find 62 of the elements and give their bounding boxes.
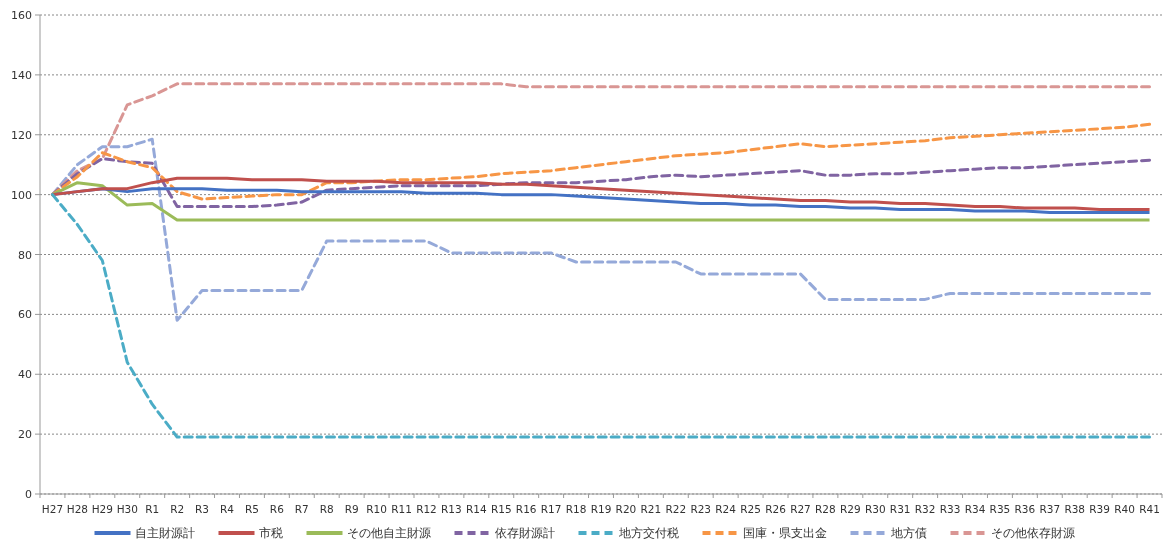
x-tick-label: R10 [366, 503, 387, 515]
x-tick-label: R8 [319, 503, 334, 515]
x-tick-label: R24 [715, 503, 737, 515]
y-tick-label: 160 [11, 9, 32, 22]
y-tick-label: 80 [18, 248, 32, 262]
x-tick-label: R33 [939, 503, 961, 515]
x-tick-label: H28 [66, 503, 89, 515]
x-tick-label: R26 [765, 503, 787, 515]
x-tick-label: R11 [391, 503, 412, 515]
x-tick-label: R4 [220, 503, 235, 515]
x-tick-label: R3 [195, 503, 210, 515]
x-tick-label: R9 [344, 503, 359, 515]
x-tick-label: R38 [1064, 503, 1086, 515]
y-tick-label: 0 [25, 488, 32, 501]
x-tick-label: R15 [490, 503, 512, 515]
x-tick-label: R14 [466, 503, 487, 515]
x-tick-label: H30 [116, 503, 138, 515]
x-tick-label: R21 [640, 503, 662, 515]
y-tick-label: 120 [11, 128, 32, 142]
x-tick-label: R22 [665, 503, 687, 515]
y-tick-label: 140 [11, 68, 32, 82]
x-tick-label: R36 [1014, 503, 1036, 515]
legend-label: 市税 [258, 526, 283, 540]
x-tick-label: R39 [1089, 503, 1110, 515]
y-tick-label: 100 [11, 188, 32, 202]
x-tick-label: R28 [815, 503, 836, 515]
x-tick-label: R37 [1039, 503, 1061, 515]
x-tick-label: R12 [416, 503, 437, 515]
x-tick-label: R34 [964, 503, 986, 515]
x-tick-label: R30 [864, 503, 886, 515]
x-tick-label: R5 [244, 503, 259, 515]
legend-label: 地方交付税 [617, 526, 679, 540]
x-tick-label: R19 [590, 503, 612, 515]
x-tick-label: R35 [989, 503, 1011, 515]
y-tick-label: 40 [18, 368, 32, 382]
x-tick-label: R41 [1139, 503, 1160, 515]
x-tick-label: R2 [170, 503, 185, 515]
x-tick-label: R32 [914, 503, 936, 515]
x-tick-label: R20 [615, 503, 637, 515]
x-tick-label: R13 [441, 503, 462, 515]
legend-label: 自主財源計 [134, 526, 195, 540]
x-tick-label: R40 [1114, 503, 1135, 515]
x-tick-label: R29 [840, 503, 861, 515]
y-tick-label: 60 [18, 308, 32, 322]
x-tick-label: R23 [690, 503, 712, 515]
x-tick-label: R25 [740, 503, 761, 515]
x-tick-label: R31 [889, 503, 911, 515]
x-tick-label: R7 [294, 503, 309, 515]
x-tick-label: R6 [269, 503, 285, 515]
x-tick-label: R1 [145, 503, 160, 515]
x-tick-label: R16 [515, 503, 537, 515]
y-tick-label: 20 [18, 428, 32, 442]
x-tick-label: R18 [565, 503, 587, 515]
legend-label: その他依存財源 [990, 526, 1075, 540]
legend-label: 依存財源計 [494, 526, 555, 540]
legend-label: 地方債 [889, 526, 927, 540]
x-tick-label: H29 [91, 503, 113, 515]
x-tick-label: H27 [41, 503, 64, 515]
x-tick-label: R27 [790, 503, 811, 515]
x-tick-label: R17 [540, 503, 562, 515]
legend-label: その他自主財源 [346, 526, 431, 540]
legend-label: 国庫・県支出金 [742, 526, 827, 540]
